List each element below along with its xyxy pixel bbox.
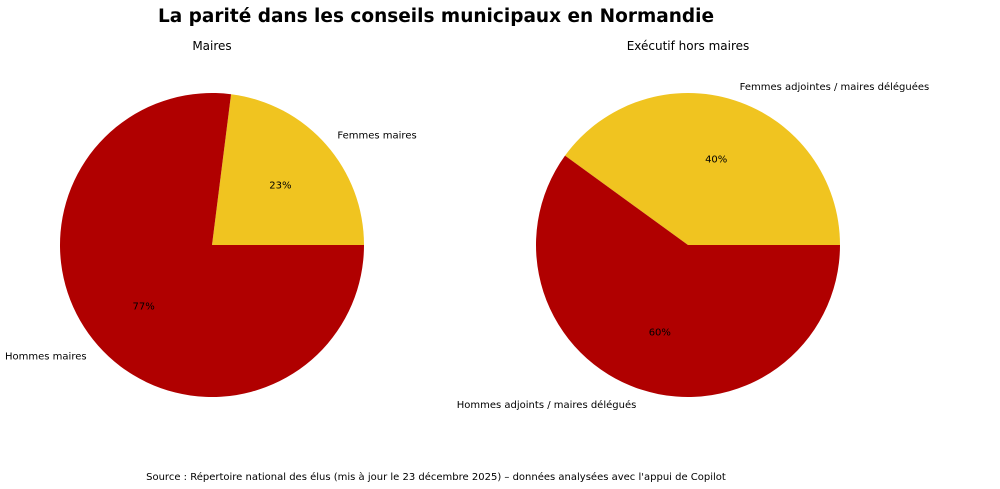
- percent-label: 23%: [269, 181, 291, 192]
- source-note: Source : Répertoire national des élus (m…: [146, 471, 726, 483]
- percent-label: 77%: [132, 301, 154, 312]
- pie-slice-femmes: [212, 94, 364, 245]
- slice-label: Hommes maires: [5, 352, 87, 363]
- pie-slice-hommes: [59, 92, 365, 397]
- slice-label: Femmes adjointes / maires déléguées: [740, 81, 930, 93]
- pie-maires: Femmes maires 23% Hommes maires 77%: [5, 92, 417, 397]
- pie-executif: Femmes adjointes / maires déléguées 40% Ho…: [457, 81, 930, 411]
- slice-label: Femmes maires: [337, 130, 416, 141]
- chart-title: La parité dans les conseils municipaux e…: [158, 6, 714, 27]
- pie-slice-hommes: [536, 155, 840, 398]
- percent-label: 60%: [649, 328, 671, 339]
- percent-label: 40%: [705, 154, 727, 165]
- slice-label: Hommes adjoints / maires délégués: [457, 399, 637, 411]
- pie-slice-femmes: [565, 93, 840, 245]
- pie-title-executif: Exécutif hors maires: [627, 39, 750, 53]
- pie-title-maires: Maires: [192, 39, 231, 53]
